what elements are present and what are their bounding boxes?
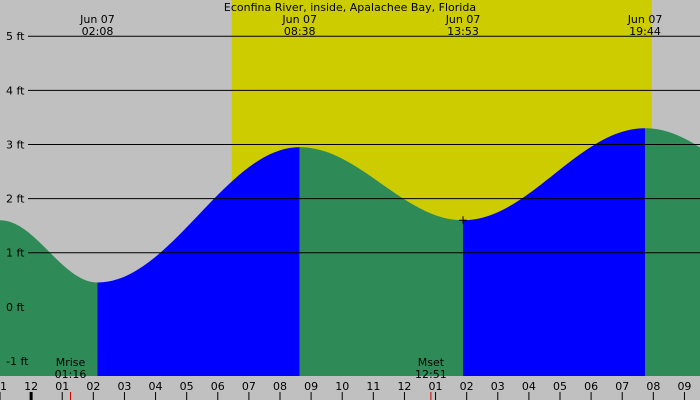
x-tick-label: 07 [242,380,256,393]
x-tick-label: 09 [677,380,691,393]
x-tick-label: 01 [429,380,443,393]
falling-tide-segment [299,147,464,376]
moon-event-label: Mrise [56,356,86,369]
y-tick-label: 4 ft [6,84,25,97]
y-axis-labels: 5 ft 4 ft 3 ft 2 ft 1 ft 0 ft -1 ft [6,30,29,368]
chart-title: Econfina River, inside, Apalachee Bay, F… [224,1,476,14]
x-tick-label: 06 [584,380,598,393]
x-tick-label: 03 [491,380,505,393]
y-tick-label: 2 ft [6,193,25,206]
y-tick-label: -1 ft [6,355,29,368]
tide-event-time: 19:44 [629,25,661,38]
x-tick-label: 01 [55,380,69,393]
tide-event-time: 02:08 [82,25,114,38]
falling-tide-segment [645,128,700,376]
tide-event-time: 08:38 [284,25,316,38]
x-tick-label: 07 [615,380,629,393]
tide-event-date: Jun 07 [445,13,481,26]
tide-event-date: Jun 07 [79,13,115,26]
x-tick-label: 10 [335,380,349,393]
x-tick-label: 08 [646,380,660,393]
rising-tide-segment [97,147,300,376]
falling-tide-segment [0,220,98,376]
current-time-marker [459,216,468,225]
x-tick-label: 11 [0,380,7,393]
y-tick-label: 5 ft [6,30,25,43]
x-tick-label: 09 [304,380,318,393]
x-tick-label: 02 [86,380,100,393]
y-tick-label: 1 ft [6,247,25,260]
y-tick-label: 3 ft [6,138,25,151]
x-tick-label: 02 [460,380,474,393]
tide-area [0,128,700,376]
x-tick-label: 08 [273,380,287,393]
tide-event-date: Jun 07 [281,13,317,26]
rising-tide-segment [463,128,646,376]
x-tick-label: 05 [180,380,194,393]
tide-event-time: 13:53 [447,25,479,38]
x-tick-label: 04 [522,380,536,393]
moon-event-time: 01:16 [55,368,87,381]
x-tick-label: 04 [149,380,163,393]
moon-event-time: 12:51 [415,368,447,381]
moon-event-label: Mset [418,356,445,369]
x-tick-label: 05 [553,380,567,393]
tide-event-date: Jun 07 [627,13,663,26]
gridlines [28,35,700,254]
x-tick-label: 03 [117,380,131,393]
x-tick-label: 12 [24,380,38,393]
x-tick-label: 12 [397,380,411,393]
x-axis: 11 12 01 02 03 04 05 06 07 08 09 10 11 12 01 02 03 04 05 06… [0,380,691,400]
y-tick-label: 0 ft [6,301,25,314]
x-tick-label: 11 [366,380,380,393]
x-tick-label: 06 [211,380,225,393]
